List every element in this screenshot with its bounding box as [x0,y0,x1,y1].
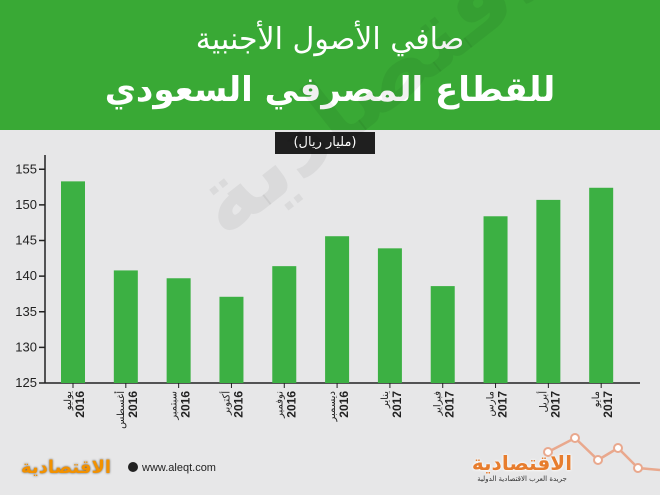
x-tick-label-month: مارس [486,391,497,416]
x-tick-label: ديسمبر 2016 [327,391,351,423]
x-tick-label-month: ديسمبر [327,391,338,422]
bar [61,181,85,383]
x-tick-label-month: أكتوبر [219,391,232,416]
x-tick-label-month: نوفمبر [274,391,285,419]
x-tick-label-month: أبريل [536,391,549,413]
bar [377,248,402,383]
x-tick-label: أغسطس 2016 [114,391,140,429]
x-tick-label: يوليو 2016 [63,391,87,418]
y-tick-label: 140 [15,268,37,283]
logo-subtitle: جريدة العرب الاقتصادية الدولية [477,475,567,483]
header-banner: صافي الأصول الأجنبية للقطاع المصرفي السع… [0,0,660,130]
bar [325,236,350,383]
x-tick-label-year: 2016 [284,391,298,418]
bar [536,199,561,383]
chart-title-line2: للقطاع المصرفي السعودي [104,70,556,110]
x-tick-label: أكتوبر 2016 [219,391,245,418]
x-tick-label-year: 2016 [126,391,140,418]
trend-point-decoration [570,433,580,443]
x-tick-label-year: 2017 [390,391,404,418]
x-tick-label: فبراير 2017 [433,391,457,418]
x-tick-label-year: 2016 [231,391,245,418]
y-tick-label: 155 [15,161,37,176]
newspaper-logo-right: الاقتصادية جريدة العرب الاقتصادية الدولي… [466,452,578,486]
x-tick-label-year: 2016 [337,391,351,418]
y-tick-label: 150 [15,197,37,212]
bar [430,286,455,383]
y-tick-label: 135 [15,304,37,319]
chart-title-line1: صافي الأصول الأجنبية [195,22,465,57]
trend-point-decoration [633,463,643,473]
bar [219,296,244,383]
x-tick-label-year: 2016 [179,391,193,418]
globe-icon [128,462,138,472]
x-tick-label: سبتمبر 2016 [169,391,193,421]
x-tick-label-year: 2017 [548,391,562,418]
bar [589,187,614,383]
x-tick-label-month: أغسطس [114,391,127,429]
x-tick-label-month: سبتمبر [169,391,180,421]
x-tick-label-year: 2017 [601,391,615,418]
y-tick-label: 145 [15,233,37,248]
x-tick-label-year: 2017 [443,391,457,418]
x-tick-label-month: يوليو [63,391,74,411]
x-tick-label-month: يناير [380,391,391,409]
y-tick-label: 125 [15,375,37,390]
x-tick-label: أبريل 2017 [536,391,562,418]
newspaper-logo-left: الاقتصادية [20,457,112,478]
trend-point-decoration [593,455,603,465]
website-url-text: www.aleqt.com [142,462,216,474]
x-tick-label-year: 2017 [496,391,510,418]
bar [113,270,138,383]
bar [166,278,191,383]
x-tick-label: مارس 2017 [486,391,510,418]
unit-label: (مليار ريال) [275,132,375,154]
trend-point-decoration [543,447,553,457]
x-tick-label: مايو 2017 [591,391,615,418]
bar [483,216,508,383]
x-tick-label-month: مايو [591,391,602,408]
website-url[interactable]: www.aleqt.com [128,462,216,474]
x-tick-label: يناير 2017 [380,391,404,418]
trend-point-decoration [613,443,623,453]
x-tick-label-year: 2016 [73,391,87,418]
x-tick-label-month: فبراير [433,391,444,417]
y-tick-label: 130 [15,339,37,354]
x-tick-label: نوفمبر 2016 [274,391,298,419]
logo-name: الاقتصادية [471,451,573,475]
bar [272,266,297,383]
